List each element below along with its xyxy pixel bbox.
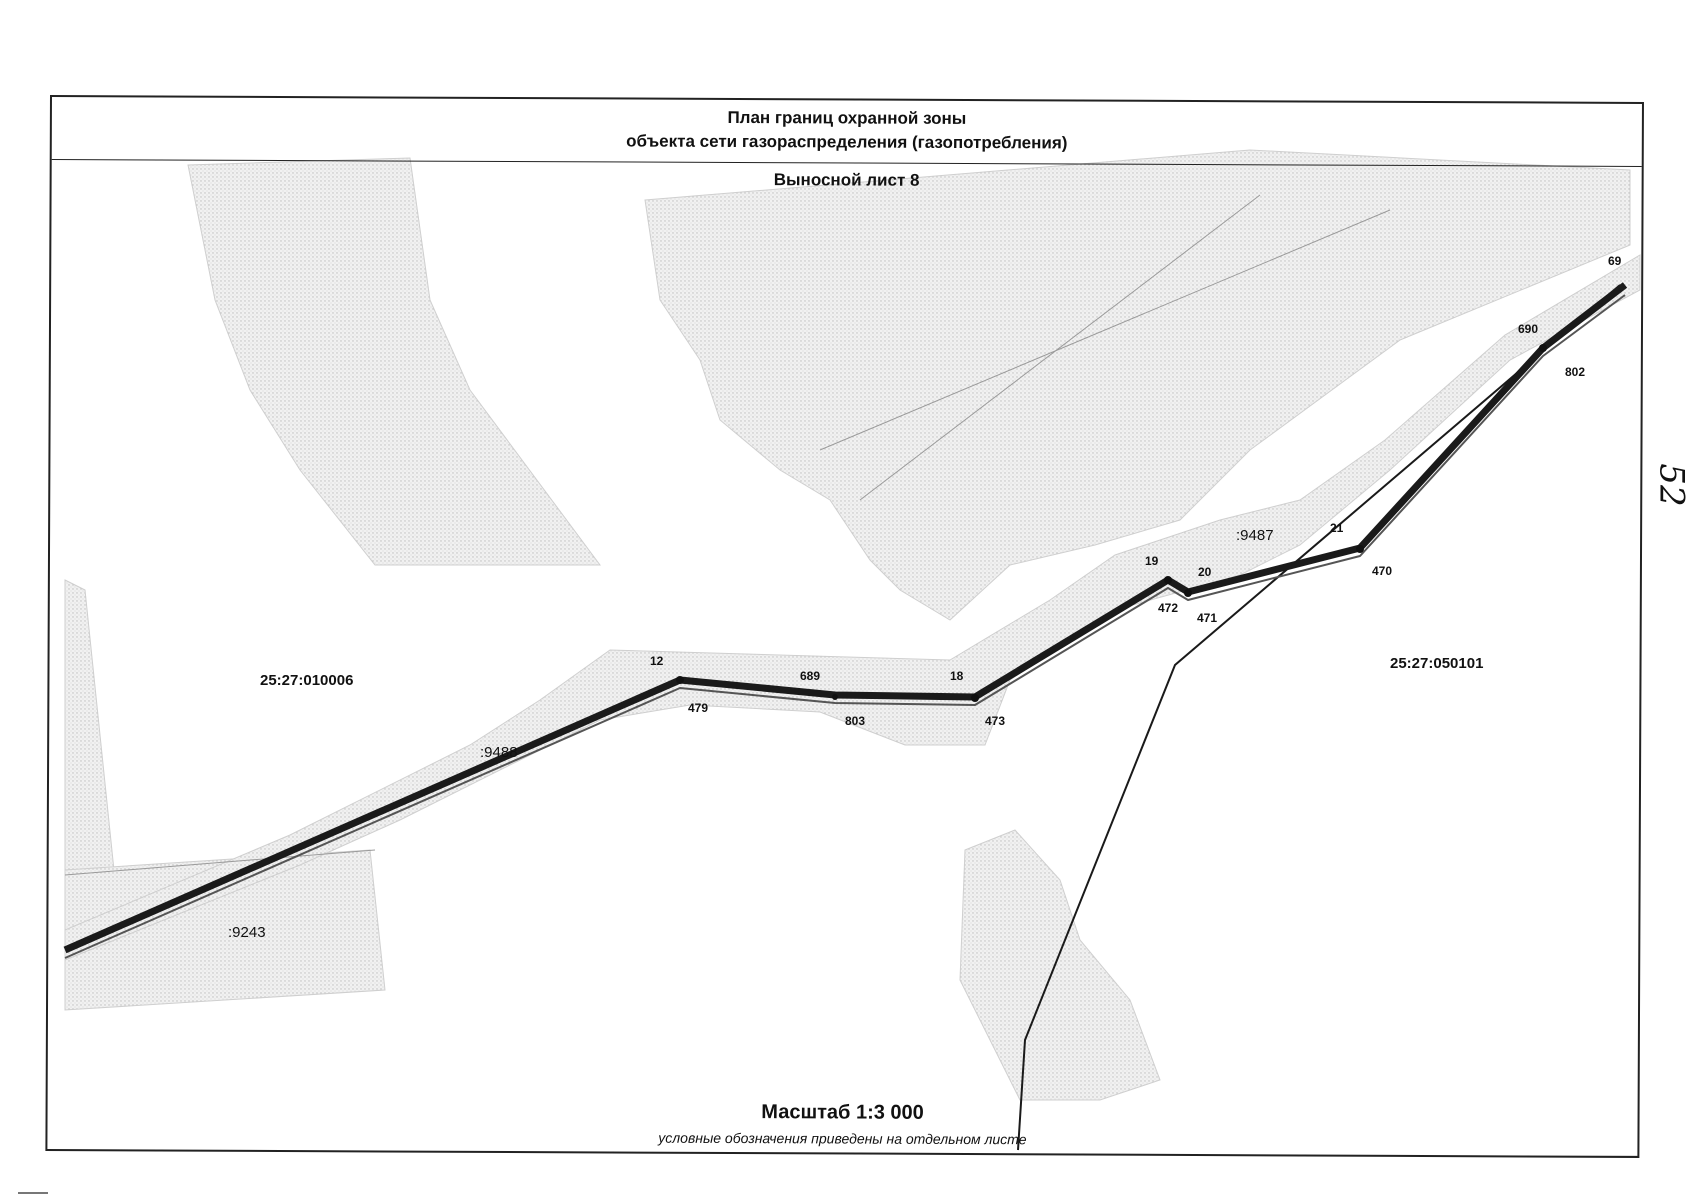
- boundary-line-1: [64, 849, 376, 876]
- parcel-label-9487: :9487: [1236, 527, 1274, 544]
- parcel-label-9488: :9488: [480, 744, 518, 761]
- faint-boundaries: [64, 194, 1391, 876]
- point-label-471: 471: [1197, 611, 1217, 625]
- pipeline-axis-outline: [64, 294, 1626, 959]
- point-labels: 12 479 689 803 18 473 19 472 20 471 21 4…: [650, 254, 1622, 728]
- scale-label: Масштаб 1:3 000: [761, 1101, 924, 1124]
- node-12: [676, 676, 684, 684]
- point-label-12: 12: [650, 654, 664, 668]
- node-470: [1356, 545, 1364, 553]
- sheet-frame: План границ охранной зоны объекта сети г…: [45, 95, 1644, 1158]
- parcel-label-9243: :9243: [228, 924, 266, 941]
- point-label-472: 472: [1158, 601, 1178, 615]
- point-label-20: 20: [1198, 565, 1212, 579]
- boundary-line-3: [819, 209, 1391, 451]
- point-label-802: 802: [1565, 365, 1585, 379]
- parcel-area-top-center: [644, 149, 1631, 621]
- point-label-18: 18: [950, 669, 964, 683]
- point-label-689: 689: [800, 669, 820, 683]
- edge-mark: [18, 1192, 48, 1194]
- parcel-area-bottom-center: [959, 829, 1161, 1101]
- node-803: [832, 694, 838, 700]
- cadastral-block-left: 25:27:010006: [260, 672, 353, 689]
- point-label-479: 479: [688, 701, 708, 715]
- node-20: [1184, 589, 1192, 597]
- point-label-473: 473: [985, 714, 1005, 728]
- legend-note: условные обозначения приведены на отдель…: [658, 1129, 1027, 1148]
- point-label-470: 470: [1372, 564, 1392, 578]
- point-label-21: 21: [1330, 521, 1344, 535]
- parcel-areas: [64, 149, 1641, 1101]
- boundary-line-2: [859, 194, 1261, 501]
- page-number: 52: [1651, 463, 1692, 507]
- point-label-803: 803: [845, 714, 865, 728]
- node-markers: [676, 344, 1547, 702]
- point-label-69: 69: [1608, 254, 1622, 268]
- parcel-labels: :9488 :9487 :9243: [228, 527, 1274, 941]
- crossing-line: [1017, 284, 1621, 1151]
- node-473: [971, 694, 979, 702]
- sheet-subtitle: Выносной лист 8: [773, 170, 920, 190]
- cadastral-labels: 25:27:010006 25:27:050101: [260, 655, 1483, 689]
- point-label-19: 19: [1145, 554, 1159, 568]
- node-690: [1539, 344, 1547, 352]
- point-label-690: 690: [1518, 322, 1538, 336]
- parcel-area-top-left: [187, 157, 601, 566]
- cadastral-block-right: 25:27:050101: [1390, 655, 1483, 672]
- node-19: [1164, 576, 1172, 584]
- title-block: План границ охранной зоны объекта сети г…: [51, 97, 1642, 167]
